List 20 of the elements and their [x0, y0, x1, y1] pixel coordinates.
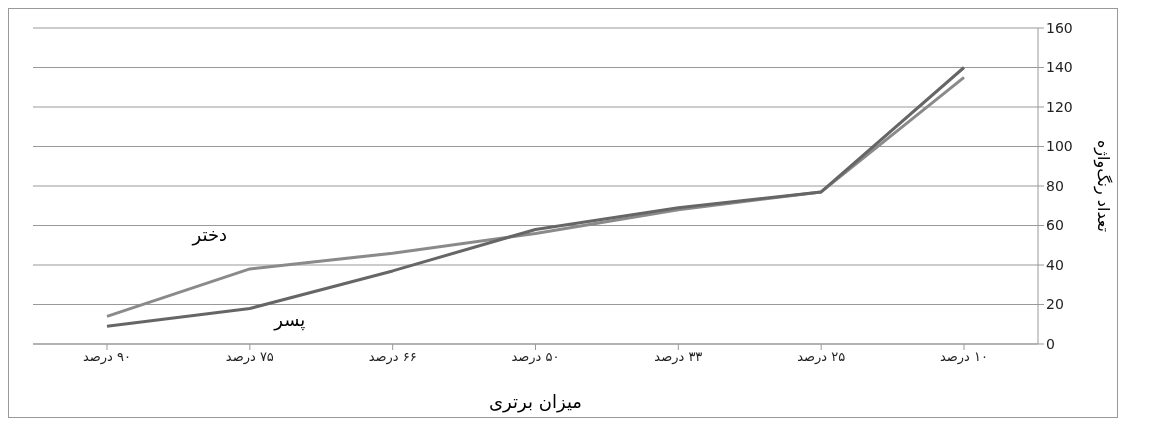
y-tick-label: 80 [1046, 177, 1064, 194]
series-label: پسر [273, 309, 306, 332]
x-tick-label: ۳۳ درصد [654, 349, 703, 366]
y-tick-label: 140 [1046, 59, 1073, 76]
x-tick-label: ۱۰ درصد [939, 349, 989, 366]
x-tick-label: ۷۵ درصد [225, 349, 274, 366]
y-tick-label: 20 [1046, 296, 1064, 313]
x-axis-title: میزان برتری [489, 391, 582, 413]
y-tick-label: 0 [1046, 335, 1055, 352]
x-tick-label: ۹۰ درصد [82, 349, 132, 366]
x-tick-label: ۶۶ درصد [368, 349, 417, 366]
y-axis-title: تعداد رنگ‌واژه [1093, 139, 1114, 233]
y-tick-label: 120 [1046, 98, 1073, 115]
y-tick-label: 60 [1046, 217, 1064, 234]
y-tick-label: 100 [1046, 138, 1073, 155]
x-tick-label: ۵۰ درصد [511, 349, 560, 366]
y-tick-label: 40 [1046, 256, 1064, 273]
series-label: دختر [191, 223, 228, 246]
x-tick-label: ۲۵ درصد [797, 349, 846, 366]
y-tick-label: 160 [1046, 19, 1073, 36]
